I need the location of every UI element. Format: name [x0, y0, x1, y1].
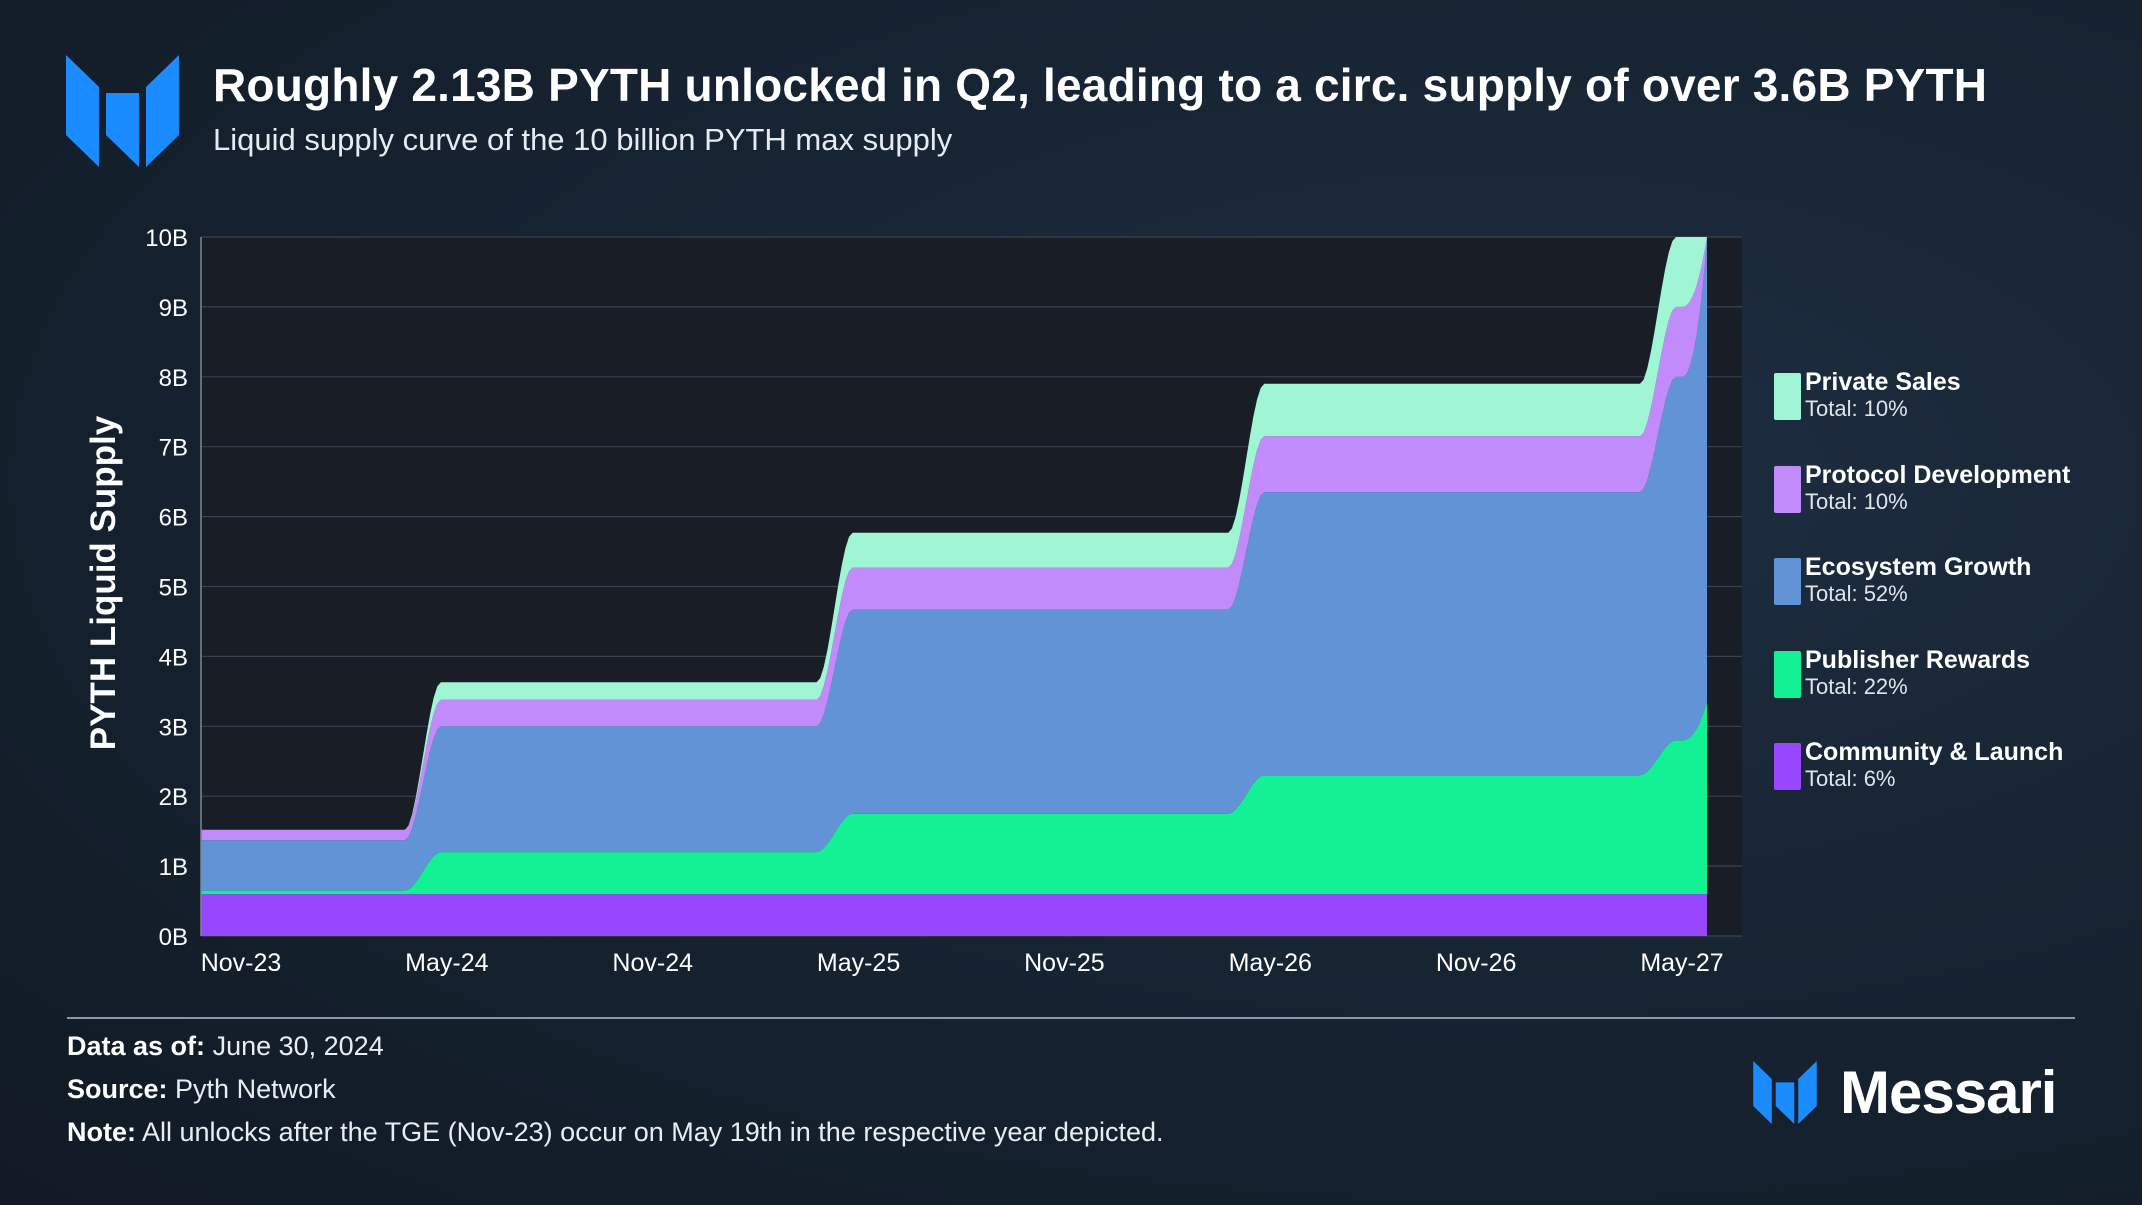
x-tick-label: Nov-26 — [1436, 949, 1517, 977]
source-label: Source: — [67, 1074, 168, 1104]
x-tick-label: Nov-23 — [201, 949, 282, 977]
x-tick-label: May-27 — [1640, 949, 1723, 977]
messari-brand-icon — [1753, 1061, 1817, 1124]
legend-series-total: Total: 52% — [1805, 581, 1908, 606]
messari-logo-icon — [66, 55, 179, 167]
x-tick-labels: Nov-23 May-24 Nov-24 May-25 Nov-25 May-26 Nov-… — [201, 949, 1724, 977]
y-tick-label: 3B — [159, 714, 188, 741]
stacked-areas — [201, 237, 1707, 936]
footer-divider — [67, 1017, 2075, 1019]
x-tick-label: Nov-24 — [612, 949, 693, 977]
legend-series-total: Total: 6% — [1805, 766, 1896, 791]
data-as-of-value: June 30, 2024 — [212, 1031, 384, 1061]
chart-subtitle: Liquid supply curve of the 10 billion PY… — [213, 122, 953, 157]
source-value: Pyth Network — [175, 1074, 336, 1104]
data-as-of-note: Data as of: June 30, 2024 — [67, 1031, 384, 1062]
legend-series-name: Community & Launch — [1805, 738, 2064, 766]
legend-swatch — [1774, 373, 1801, 420]
legend-swatch — [1774, 743, 1801, 790]
legend-series-name: Ecosystem Growth — [1805, 553, 2032, 581]
data-as-of-label: Data as of: — [67, 1031, 206, 1061]
legend-swatch — [1774, 650, 1801, 698]
note-value: All unlocks after the TGE (Nov-23) occur… — [142, 1117, 1164, 1147]
messari-wordmark: Messari — [1840, 1059, 2057, 1126]
y-tick-label: 7B — [159, 435, 188, 462]
y-axis-label: PYTH Liquid Supply — [84, 415, 123, 750]
x-tick-label: May-24 — [405, 949, 488, 977]
area-series-publisher-rewards — [201, 701, 1707, 895]
messari-brand: Messari — [1753, 1058, 2083, 1126]
legend-swatch — [1774, 465, 1801, 513]
x-tick-label: May-25 — [817, 949, 900, 977]
legend-swatch — [1774, 558, 1801, 605]
y-tick-label: 1B — [159, 854, 188, 881]
y-tick-label: 9B — [159, 295, 188, 322]
y-tick-label: 10B — [145, 225, 188, 252]
source-note: Source: Pyth Network — [67, 1074, 336, 1105]
y-tick-label: 0B — [159, 924, 188, 951]
unlock-note: Note: All unlocks after the TGE (Nov-23)… — [67, 1117, 1164, 1148]
area-series-ecosystem-growth — [201, 240, 1707, 891]
y-tick-label: 6B — [159, 505, 188, 532]
legend-series-total: Total: 22% — [1805, 673, 1908, 699]
y-tick-labels: 0B 1B 2B 3B 4B 5B 6B 7B 8B 9B 10B — [145, 225, 188, 951]
x-tick-label: Nov-25 — [1024, 949, 1105, 977]
x-tick-label: May-26 — [1229, 949, 1312, 977]
note-label: Note: — [67, 1117, 136, 1147]
legend-series-total: Total: 10% — [1805, 488, 1908, 514]
y-tick-label: 5B — [159, 575, 188, 602]
area-series-private-sales — [201, 237, 1707, 830]
chart-title: Roughly 2.13B PYTH unlocked in Q2, leadi… — [213, 59, 1988, 111]
area-series-community-launch — [201, 894, 1707, 936]
y-tick-label: 2B — [159, 784, 188, 811]
y-tick-label: 4B — [159, 644, 188, 671]
legend-series-name: Publisher Rewards — [1805, 645, 2031, 674]
legend-series-total: Total: 10% — [1805, 396, 1908, 421]
y-tick-label: 8B — [159, 365, 188, 392]
legend-series-name: Protocol Development — [1805, 460, 2071, 489]
legend-series-name: Private Sales — [1805, 368, 1961, 396]
